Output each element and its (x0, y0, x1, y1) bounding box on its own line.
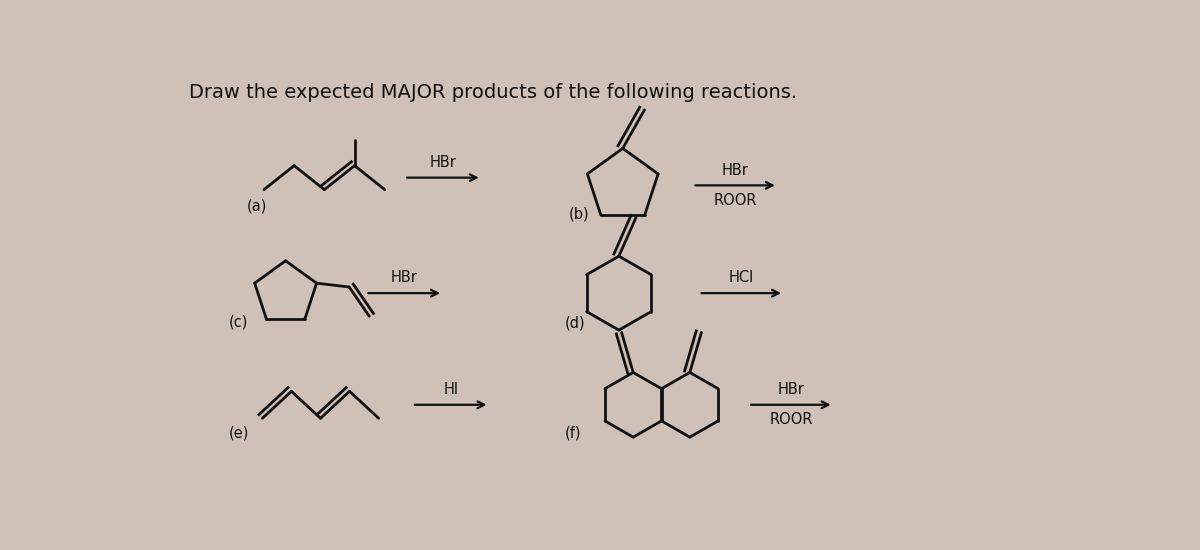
Text: (d): (d) (565, 316, 586, 331)
Text: Draw the expected MAJOR products of the following reactions.: Draw the expected MAJOR products of the … (188, 83, 797, 102)
Text: HI: HI (443, 382, 458, 397)
Text: (e): (e) (229, 425, 250, 440)
Text: (f): (f) (565, 425, 581, 440)
Text: HBr: HBr (430, 155, 456, 170)
Text: HBr: HBr (391, 271, 418, 285)
Text: (b): (b) (569, 206, 589, 222)
Text: (c): (c) (229, 314, 248, 329)
Text: ROOR: ROOR (713, 193, 757, 208)
Text: HCl: HCl (728, 271, 754, 285)
Text: HBr: HBr (778, 382, 804, 397)
Text: (a): (a) (247, 199, 268, 214)
Text: ROOR: ROOR (769, 412, 812, 427)
Text: HBr: HBr (721, 163, 749, 178)
